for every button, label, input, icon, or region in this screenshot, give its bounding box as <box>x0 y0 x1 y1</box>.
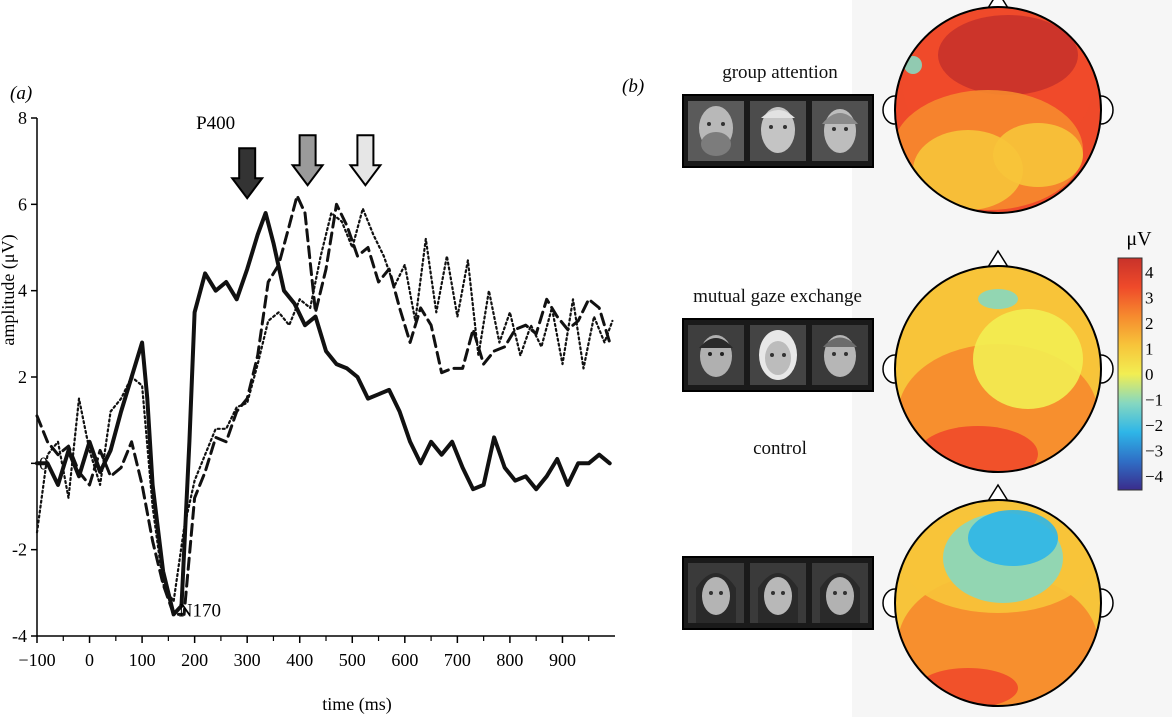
face-photo-9 <box>812 563 868 623</box>
left-ear <box>882 354 896 384</box>
series-line-dotted <box>35 207 614 603</box>
face-strip-mutual-gaze <box>682 318 874 392</box>
face-photo-2 <box>750 101 806 161</box>
colorbar-tick-label: 2 <box>1145 314 1154 333</box>
peak-arrow-1 <box>230 147 265 200</box>
face-photo-7 <box>688 563 744 623</box>
y-tick-label: 6 <box>18 194 27 214</box>
x-tick-label: 0 <box>85 650 94 670</box>
face-photo-5 <box>750 325 806 385</box>
face-photo-4 <box>688 325 744 385</box>
x-tick-label: 600 <box>391 650 418 670</box>
annotations: P400 N170 <box>179 113 235 622</box>
peak-arrows <box>230 134 383 200</box>
topomap-region <box>993 123 1083 187</box>
erp-series <box>35 194 614 617</box>
erp-line-chart: -4 -2 2 4 6 8 0 −100 0 100 200 300 400 500 600 700 800 9… <box>12 108 615 670</box>
series-line-solid <box>35 211 612 617</box>
peak-arrow-3 <box>348 134 383 187</box>
topomap-region <box>938 15 1078 95</box>
x-tick-label: 900 <box>549 650 576 670</box>
colorbar-label: μV <box>1126 228 1152 250</box>
x-tick-label: 100 <box>129 650 156 670</box>
panel-a-label: (a) <box>10 83 32 104</box>
x-tick-label: 700 <box>444 650 471 670</box>
face-photo-3 <box>812 101 868 161</box>
condition-label-group-attention: group attention <box>722 62 838 83</box>
colorbar-tick-label: 0 <box>1145 365 1154 384</box>
colorbar-tick-label: −4 <box>1145 467 1164 486</box>
face-strip-group-attention <box>682 94 874 168</box>
face-photo-8 <box>750 563 806 623</box>
left-ear <box>882 588 896 618</box>
head-outline <box>894 499 1102 707</box>
y-tick-label: 8 <box>18 108 27 128</box>
face-strip-control <box>682 556 874 630</box>
topomap-group-attention <box>882 0 1114 214</box>
y-tick-label: -4 <box>12 626 27 646</box>
x-tick-label: 400 <box>286 650 313 670</box>
colorbar-tick-label: 3 <box>1145 289 1154 308</box>
series-line-dashed <box>35 194 612 616</box>
head-outline <box>894 265 1102 473</box>
x-tick-label: 300 <box>234 650 261 670</box>
right-ear <box>1100 95 1114 125</box>
x-tick-label: 500 <box>339 650 366 670</box>
topomap-mutual-gaze-exchange <box>882 249 1114 473</box>
colorbar-tick-label: −2 <box>1145 416 1163 435</box>
left-ear <box>882 95 896 125</box>
topomap-region <box>973 309 1083 409</box>
x-tick-label: 200 <box>181 650 208 670</box>
topomap-region <box>978 289 1018 309</box>
annotation-p400: P400 <box>196 113 235 134</box>
peak-arrow-2 <box>290 134 325 187</box>
head-outline <box>894 6 1102 214</box>
condition-label-mutual-gaze: mutual gaze exchange <box>693 286 862 307</box>
condition-label-control: control <box>753 438 807 459</box>
colorbar-tick-label: 1 <box>1145 340 1154 359</box>
face-photo-1 <box>688 101 744 161</box>
y-tick-label: -2 <box>12 540 27 560</box>
right-ear <box>1100 354 1114 384</box>
topomap-region <box>968 510 1058 566</box>
y-tick-label: 4 <box>18 281 27 301</box>
topomaps <box>882 0 1114 707</box>
y-axis-label: amplitude (μV) <box>0 234 19 345</box>
colorbar-gradient <box>1117 257 1143 491</box>
y-tick-label: 2 <box>18 367 27 387</box>
colorbar-tick-label: 4 <box>1145 263 1154 282</box>
annotation-n170: N170 <box>179 601 221 622</box>
colorbar-tick-label: −1 <box>1145 391 1163 410</box>
x-tick-label: −100 <box>18 650 55 670</box>
right-ear <box>1100 588 1114 618</box>
x-axis-label: time (ms) <box>322 694 392 715</box>
topomap-control <box>882 483 1114 707</box>
colorbar: 4 3 2 1 0 −1 −2 −3 −4 <box>1117 257 1164 491</box>
face-photo-6 <box>812 325 868 385</box>
colorbar-tick-label: −3 <box>1145 442 1163 461</box>
x-tick-label: 800 <box>496 650 523 670</box>
x-ticks: −100 0 100 200 300 400 500 600 700 800 900 <box>18 636 590 670</box>
panel-b-label: (b) <box>622 76 644 97</box>
